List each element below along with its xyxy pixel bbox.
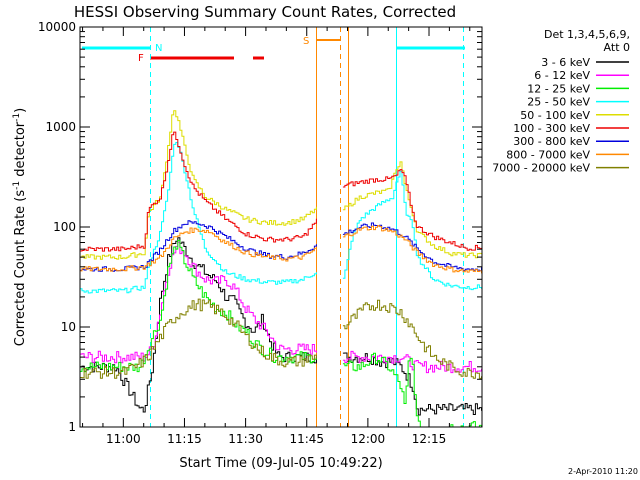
series-line-7-a (80, 220, 317, 272)
legend-label-2: 6 - 12 keV (534, 69, 590, 82)
series-line-5-a (80, 110, 317, 260)
x-tick-label: 11:15 (167, 432, 202, 446)
flare-flag-label: F (138, 53, 144, 64)
series-line-8-a (80, 227, 317, 272)
x-tick-label: 11:00 (106, 432, 141, 446)
y-axis: 1 10 100 1000 10000 (38, 20, 482, 434)
legend-label-6: 100 - 300 keV (513, 122, 590, 135)
night-flag-label: N (155, 43, 162, 54)
legend-label-9: 7000 - 20000 keV (492, 162, 590, 175)
series-line-6-a (80, 131, 317, 252)
x-tick-label: 12:15 (412, 432, 447, 446)
series-line-9-b (342, 299, 482, 379)
y-tick-label: 10000 (38, 20, 76, 34)
series-line-6-b (342, 169, 482, 251)
series-line-9-a (80, 298, 317, 379)
x-axis: 11:00 11:15 11:30 11:45 12:00 12:15 (82, 27, 471, 446)
legend-label-5: 50 - 100 keV (520, 109, 590, 122)
y-tick-label: 1 (68, 420, 76, 434)
series-line-1-a (80, 237, 317, 413)
y-tick-label: 1000 (45, 120, 76, 134)
saa-flag-label: S (303, 36, 309, 47)
series-line-2-a (80, 241, 317, 364)
flag-bars: NF S (82, 36, 465, 64)
series-line-2-b (342, 350, 482, 374)
legend-header-1: Det 1,3,4,5,6,9, (544, 28, 630, 41)
x-tick-label: 12:00 (351, 432, 386, 446)
y-tick-label: 100 (53, 220, 76, 234)
x-axis-label: Start Time (09-Jul-05 10:49:22) (179, 456, 382, 471)
y-tick-label: 10 (61, 320, 76, 334)
series-line-7-b (342, 222, 482, 272)
legend-label-1: 3 - 6 keV (541, 56, 590, 69)
series-line-4-a (80, 142, 317, 294)
series-line-8-b (342, 225, 482, 274)
series-layer (80, 110, 482, 428)
legend-header-2: Att 0 (604, 41, 630, 54)
series-line-5-b (342, 161, 482, 259)
legend-label-8: 800 - 7000 keV (506, 148, 590, 161)
series-line-3-a (80, 239, 317, 373)
series-line-4-b (342, 170, 482, 291)
chart-title: HESSI Observing Summary Count Rates, Cor… (74, 3, 456, 21)
legend-label-7: 300 - 800 keV (513, 135, 590, 148)
footer-date: 2-Apr-2010 11:20 (568, 467, 638, 476)
y-axis-label: Corrected Count Rate (s-1 detector-1) (12, 108, 28, 346)
x-tick-label: 11:30 (228, 432, 263, 446)
x-tick-label: 11:45 (289, 432, 324, 446)
series-line-1-b (342, 352, 482, 416)
legend-label-4: 25 - 50 keV (527, 96, 590, 109)
legend-label-3: 12 - 25 keV (527, 82, 590, 95)
